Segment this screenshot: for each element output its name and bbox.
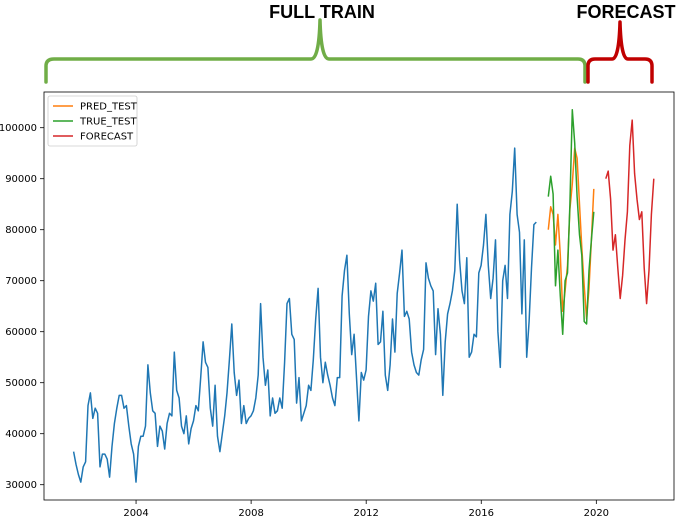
full-train-brace	[44, 18, 587, 84]
legend: PRED_TEST TRUE_TEST FORECAST	[47, 95, 138, 147]
y-tick-label: 40000	[5, 429, 37, 440]
legend-label-forecast: FORECAST	[80, 132, 134, 143]
legend-box	[47, 95, 138, 147]
x-tick-label: 2008	[238, 508, 263, 519]
y-tick-label: 50000	[5, 378, 37, 389]
y-tick-label: 100000	[0, 123, 37, 134]
series-layer	[72, 109, 655, 483]
forecast-label: FORECAST	[577, 2, 676, 22]
x-tick-label: 2004	[123, 508, 148, 519]
y-axis: 30000 40000 50000 60000 70000 80000 90000 10000…	[0, 123, 44, 491]
x-axis: 2004 2008 2012 2016 2020	[123, 500, 609, 519]
full-train-annotation: FULL TRAIN	[44, 2, 587, 84]
y-tick-label: 30000	[5, 480, 37, 491]
forecast-annotation: FORECAST	[577, 2, 676, 84]
x-tick-label: 2016	[469, 508, 494, 519]
series-line-history	[72, 147, 537, 483]
x-tick-label: 2012	[353, 508, 378, 519]
y-tick-label: 60000	[5, 327, 37, 338]
legend-label-pred-test: PRED_TEST	[80, 102, 138, 113]
y-tick-label: 80000	[5, 225, 37, 236]
series-line-forecast	[605, 119, 655, 305]
y-tick-label: 70000	[5, 276, 37, 287]
series-line-true-test	[547, 109, 595, 336]
full-train-label: FULL TRAIN	[269, 2, 375, 22]
plot-area-frame	[43, 91, 675, 501]
legend-label-true-test: TRUE_TEST	[79, 117, 137, 128]
y-tick-label: 90000	[5, 174, 37, 185]
x-tick-label: 2020	[584, 508, 609, 519]
forecast-brace	[586, 20, 654, 84]
series-line-pred-test	[547, 147, 595, 320]
